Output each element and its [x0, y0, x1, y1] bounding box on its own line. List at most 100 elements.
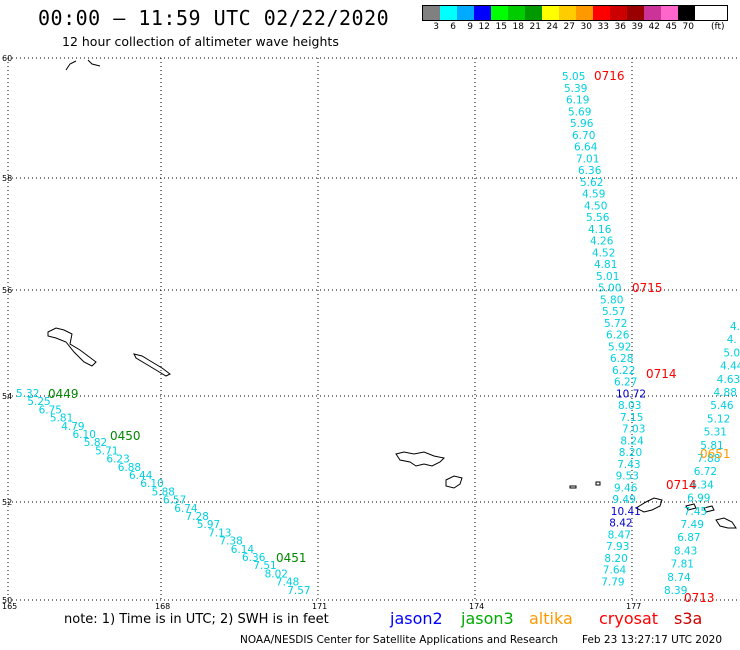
satellite-tracks: 5.055.396.195.695.966.706.647.016.365.62… [16, 69, 740, 605]
track-c-value: 6.88 [118, 462, 141, 474]
color-scale: 3 6 9 12 15 18 21 24 27 30 33 36 39 42 45 70 (ft) [422, 5, 728, 33]
track-a-time: 0716 [594, 69, 625, 83]
track-a-value: 6.19 [566, 95, 589, 107]
track-a-value: 5.05 [562, 71, 585, 83]
scale-label: 70 [682, 22, 694, 32]
track-a-value: 6.64 [574, 142, 598, 154]
scale-swatch [661, 6, 678, 20]
track-c-value: 6.75 [39, 404, 62, 416]
track-c-value: 7.38 [219, 536, 242, 548]
scale-label: 15 [495, 22, 507, 32]
footer-credit: NOAA/NESDIS Center for Satellite Applica… [240, 634, 558, 646]
track-a-value: 5.01 [596, 271, 619, 283]
coast-rat-islands [634, 497, 663, 513]
track-a-value: 4.59 [582, 189, 605, 201]
track-a-value: 5.56 [586, 212, 610, 224]
track-c-value: 6.36 [242, 552, 266, 564]
track-a-value: 5.96 [570, 118, 594, 130]
track-b-time: 0714 [666, 478, 697, 492]
track-b-value: 6.72 [694, 466, 717, 478]
units-note: note: 1) Time is in UTC; 2) SWH is in fe… [64, 612, 329, 627]
scale-swatch [644, 6, 661, 20]
track-a-value: 7.43 [617, 459, 640, 471]
scale-swatch [627, 6, 644, 20]
track-c-value: 5.25 [27, 396, 50, 408]
track-c-value: 4.79 [61, 421, 84, 433]
scale-label: 12 [478, 22, 490, 32]
latitude-label: 60 [2, 54, 12, 63]
color-scale-swatches [422, 5, 728, 21]
track-a-value: 6.26 [606, 330, 630, 342]
scale-label: 27 [563, 22, 575, 32]
legend-cryosat: cryosat [599, 609, 659, 628]
track-c-time: 0449 [48, 387, 79, 401]
track-b-value: 7.49 [681, 519, 704, 531]
track-a-value: 8.20 [619, 447, 642, 459]
track-a-value: 8.42 [609, 518, 632, 530]
scale-label: 21 [529, 22, 541, 32]
track-a-value: 7.01 [576, 153, 599, 165]
color-scale-labels: 3 6 9 12 15 18 21 24 27 30 33 36 39 42 45 70 (ft) [422, 21, 728, 33]
track-a-value: 4.16 [588, 224, 612, 236]
track-b-value: 4.44 [720, 361, 740, 373]
scale-swatch [610, 6, 627, 20]
scale-swatch [525, 6, 542, 20]
track-b-value: 5.12 [707, 413, 730, 425]
track-a-value: 7.93 [606, 541, 629, 553]
track-c-value: 7.57 [287, 585, 310, 597]
track-c-value: 7.13 [208, 527, 231, 539]
page-title: 00:00 – 11:59 UTC 02/22/2020 [38, 6, 390, 30]
latitude-label: 52 [2, 498, 12, 507]
scale-swatch [593, 6, 610, 20]
track-a-value: 5.39 [564, 83, 587, 95]
track-a-value: 6.22 [612, 365, 635, 377]
track-c-time-3: 0451 [276, 551, 307, 565]
longitude-label: 165 [2, 602, 17, 611]
coast-small-islet-1 [569, 485, 577, 489]
latitude-label: 56 [2, 286, 12, 295]
track-b-value: 6.34 [690, 479, 714, 491]
track-a-value: 4.26 [590, 236, 614, 248]
scale-label: 30 [580, 22, 592, 32]
coast-kamchatka-fragment [65, 59, 101, 71]
track-b-value: 6.87 [677, 532, 700, 544]
track-b-value: 6.99 [687, 493, 710, 505]
scale-label: 9 [467, 22, 473, 32]
footer-timestamp: Feb 23 13:27:17 UTC 2020 [582, 634, 722, 646]
track-a-value: 8.24 [620, 435, 644, 447]
track-c-value: 7.28 [186, 511, 209, 523]
scale-swatch [508, 6, 525, 20]
track-c-value: 7.51 [253, 560, 276, 572]
track-a-value: 10.72 [616, 388, 646, 400]
legend-jason2: jason2 [390, 609, 443, 628]
track-c-value: 6.14 [231, 544, 255, 556]
track-c-value: 5.82 [84, 437, 107, 449]
track-c-value: 7.48 [276, 577, 299, 589]
coast-medny-island [133, 353, 171, 377]
scale-swatch [559, 6, 576, 20]
coast-bering-island [47, 327, 97, 367]
track-a-value: 4.50 [584, 200, 607, 212]
scale-label: 45 [665, 22, 677, 32]
scale-label: 42 [648, 22, 660, 32]
scale-swatch [491, 6, 508, 20]
scale-unit: (ft) [711, 22, 725, 32]
track-c-value: 6.74 [174, 503, 198, 515]
scale-swatch [423, 6, 440, 20]
scale-swatch [440, 6, 457, 20]
track-a-value: 7.03 [622, 424, 645, 436]
track-d-time: 0651 [700, 447, 731, 461]
track-a-value: 5.80 [600, 294, 623, 306]
track-b-value: 4.88 [714, 387, 737, 399]
track-a-value: 6.28 [610, 353, 633, 365]
latitude-label: 54 [2, 392, 12, 401]
track-a-value: 5.69 [568, 106, 591, 118]
track-a-value: 5.62 [580, 177, 603, 189]
track-c-value: 6.10 [140, 478, 163, 490]
track-a-time-2: 0715 [632, 281, 663, 295]
track-a-value: 10.41 [611, 506, 641, 518]
track-b-value: 7.88 [697, 453, 720, 465]
track-c-value: 6.10 [73, 429, 96, 441]
